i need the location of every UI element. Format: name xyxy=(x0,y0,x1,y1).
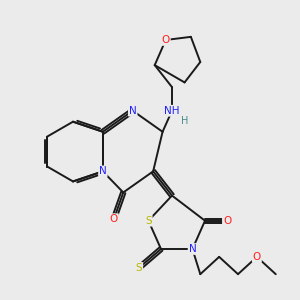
Text: N: N xyxy=(129,106,136,116)
Text: O: O xyxy=(110,214,118,224)
Text: NH: NH xyxy=(164,106,180,116)
Text: N: N xyxy=(189,244,196,254)
Text: N: N xyxy=(99,167,107,176)
Text: S: S xyxy=(145,216,152,226)
Text: O: O xyxy=(253,252,261,262)
Text: O: O xyxy=(162,35,170,45)
Text: S: S xyxy=(136,263,142,273)
Text: H: H xyxy=(181,116,188,126)
Text: O: O xyxy=(223,216,231,226)
